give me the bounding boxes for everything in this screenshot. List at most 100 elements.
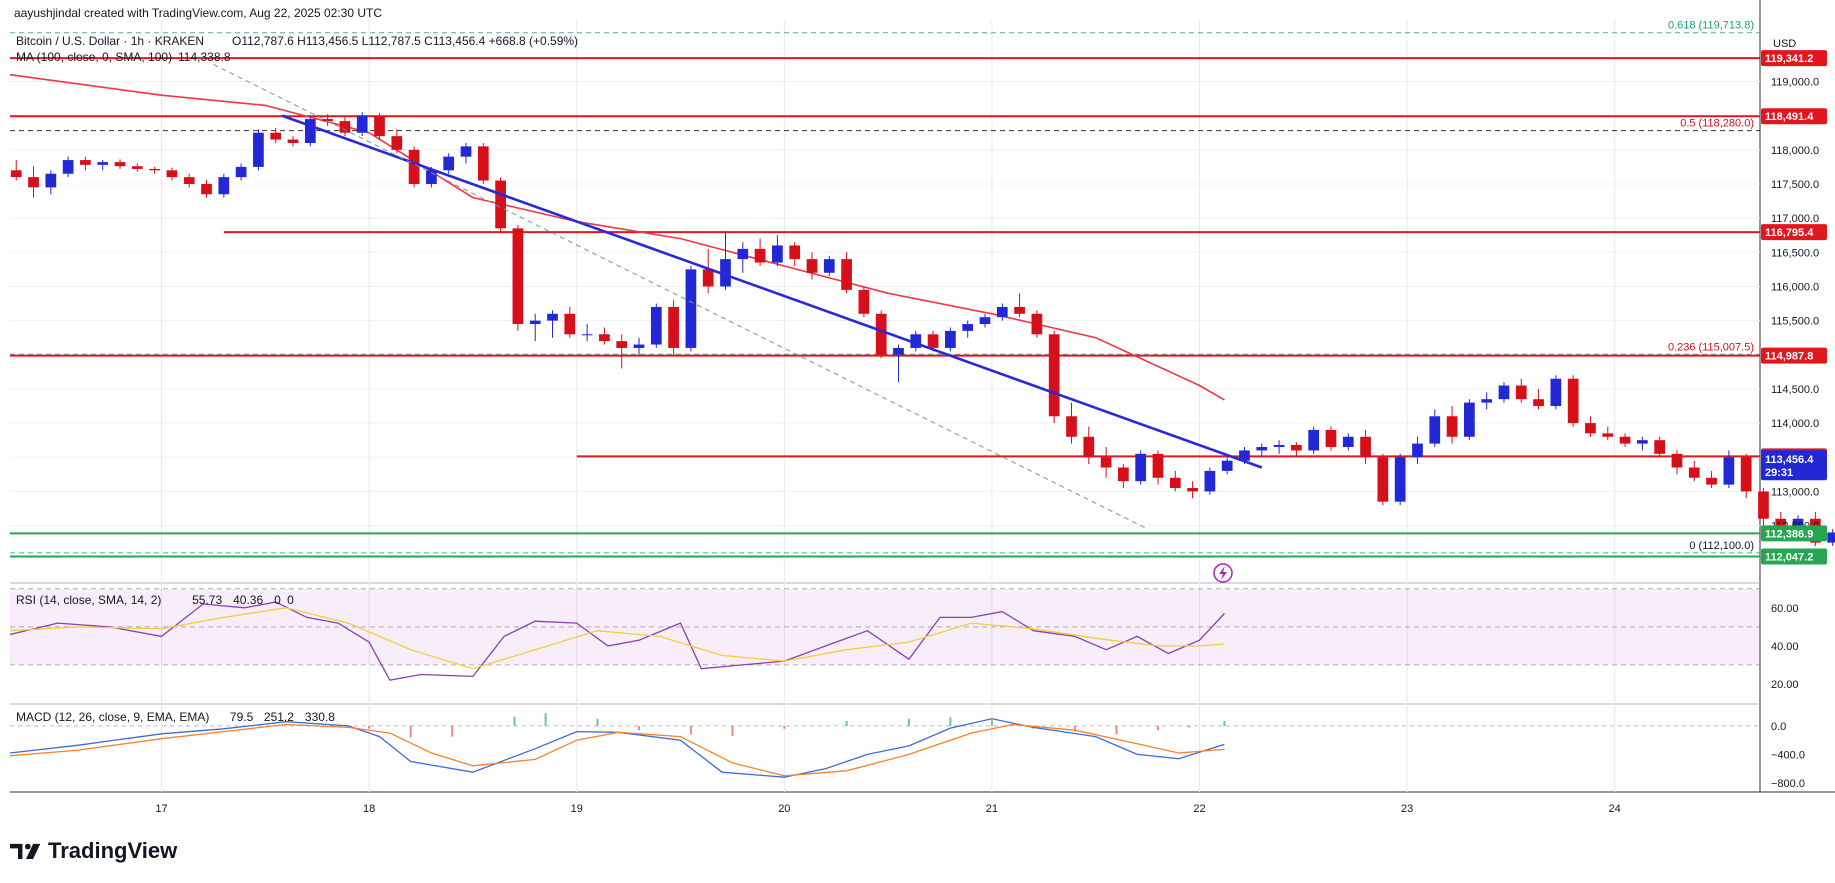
candle-body: [1066, 416, 1077, 437]
candle-body: [685, 269, 697, 348]
candle-body: [10, 170, 22, 178]
macd-histogram-bar: [1156, 725, 1159, 731]
x-tick-label: 20: [778, 803, 790, 815]
resistance-118491-tag-label: 118,491.4: [1765, 111, 1814, 123]
rsi-legend-value: 40.36: [233, 593, 263, 607]
macd-layer: 79.5 251.2 330.8: [9, 710, 1760, 778]
candle-body: [789, 245, 801, 260]
candle-body: [80, 160, 91, 165]
candle-body: [1498, 385, 1510, 400]
rsi-legend-value: 0: [287, 593, 294, 607]
macd-legend-value: 330.8: [305, 710, 335, 724]
fib-level-label: 0.618 (119,713.8): [1668, 20, 1754, 32]
macd-line: [9, 718, 1225, 778]
candle-body: [668, 306, 679, 348]
last-price-label: 113,456.4: [1765, 454, 1814, 466]
candle-body: [1533, 399, 1544, 407]
candle-body: [823, 259, 835, 273]
macd-histogram-bar: [368, 725, 371, 729]
candle-body: [426, 170, 437, 184]
candle-body: [962, 324, 974, 331]
candle-body: [1135, 453, 1147, 482]
candle-body: [1706, 477, 1717, 485]
candle-body: [616, 341, 628, 348]
candle-body: [1152, 453, 1164, 478]
macd-histogram-bar: [451, 725, 454, 737]
candle-body: [996, 306, 1008, 318]
x-tick-label: 21: [986, 803, 998, 815]
candle-body: [304, 119, 316, 143]
support-112047-tag-label: 112,047.2: [1765, 552, 1813, 564]
candle-body: [287, 139, 299, 143]
x-tick-label: 22: [1193, 803, 1205, 815]
candle-body: [28, 177, 39, 188]
candle-body: [1585, 423, 1596, 434]
currency-label: USD: [1773, 38, 1796, 50]
tradingview-brand[interactable]: TradingView: [10, 838, 177, 864]
macd-histogram-bar: [783, 725, 786, 729]
ma-100-line: [9, 73, 1225, 401]
candle-body: [1619, 436, 1631, 444]
candle-body: [1394, 457, 1406, 502]
macd-histogram-bar: [1115, 725, 1118, 735]
macd-tick-label: 0.0: [1771, 721, 1786, 733]
candle-body: [1187, 488, 1198, 492]
fib-level-label: 0.236 (115,007.5): [1668, 341, 1754, 353]
resistance-118491-tag: [1761, 108, 1827, 125]
signal-line: [9, 723, 1225, 777]
rsi-tick-label: 60.00: [1771, 603, 1799, 615]
x-tick-label: 24: [1609, 803, 1621, 815]
macd-histogram-bar: [1188, 725, 1191, 728]
candle-body: [1031, 313, 1043, 335]
support-112386-tag: [1761, 525, 1827, 542]
candle-body: [270, 132, 282, 140]
macd-histogram-bar: [638, 725, 641, 731]
candle-body: [754, 248, 766, 263]
candle-body: [131, 166, 143, 169]
candle-body: [166, 170, 178, 178]
macd-tick-label: −800.0: [1771, 778, 1805, 790]
x-tick-label: 19: [571, 803, 583, 815]
y-tick-label: 119,000.0: [1771, 76, 1819, 88]
candle-body: [599, 334, 610, 342]
candle-body: [1550, 378, 1562, 407]
fib-level-label: 0.5 (118,280.0): [1680, 118, 1754, 130]
tag-layer: 119,341.2 118,491.4 116,795.4 114,987.8 113,…: [1761, 50, 1827, 565]
candle-body: [1481, 399, 1493, 403]
candle-body: [201, 183, 212, 195]
candle-body: [183, 177, 195, 184]
candle-body: [253, 132, 264, 167]
x-tick-label: 17: [155, 803, 167, 815]
macd-histogram-bar: [513, 716, 516, 726]
macd-histogram-bar: [990, 720, 993, 726]
candle-body: [218, 177, 230, 195]
blue-bearish-trendline: [281, 114, 1263, 469]
alert-marker[interactable]: [1213, 563, 1233, 583]
candle-body: [391, 136, 403, 150]
macd-legend-value: 251.2: [264, 710, 294, 724]
candle-body: [1308, 429, 1320, 451]
macd-tick-label: −400.0: [1771, 749, 1805, 761]
candle-body: [979, 317, 991, 325]
candle-body: [1758, 491, 1769, 519]
candle-body: [1100, 457, 1112, 468]
candle-body: [1688, 467, 1700, 478]
candle-body: [1602, 433, 1614, 437]
candle-body: [841, 259, 852, 290]
tradingview-logo-icon: [10, 843, 41, 859]
candle-body: [945, 330, 956, 348]
candle-body: [495, 180, 506, 229]
candle-body: [1083, 436, 1095, 458]
macd-histogram-bar: [845, 720, 848, 726]
candle-body: [1723, 457, 1735, 485]
created-by-header: aayushjindal created with TradingView.co…: [14, 6, 383, 20]
candle-body: [339, 121, 351, 133]
x-tick-label: 18: [363, 803, 375, 815]
macd-histogram-bar: [689, 725, 692, 735]
candle-body: [1360, 436, 1371, 458]
candle-body: [547, 313, 558, 321]
candle-body: [1827, 532, 1835, 543]
candle-body: [149, 168, 160, 171]
candle-body: [1118, 467, 1129, 482]
candle-body: [1740, 457, 1752, 492]
